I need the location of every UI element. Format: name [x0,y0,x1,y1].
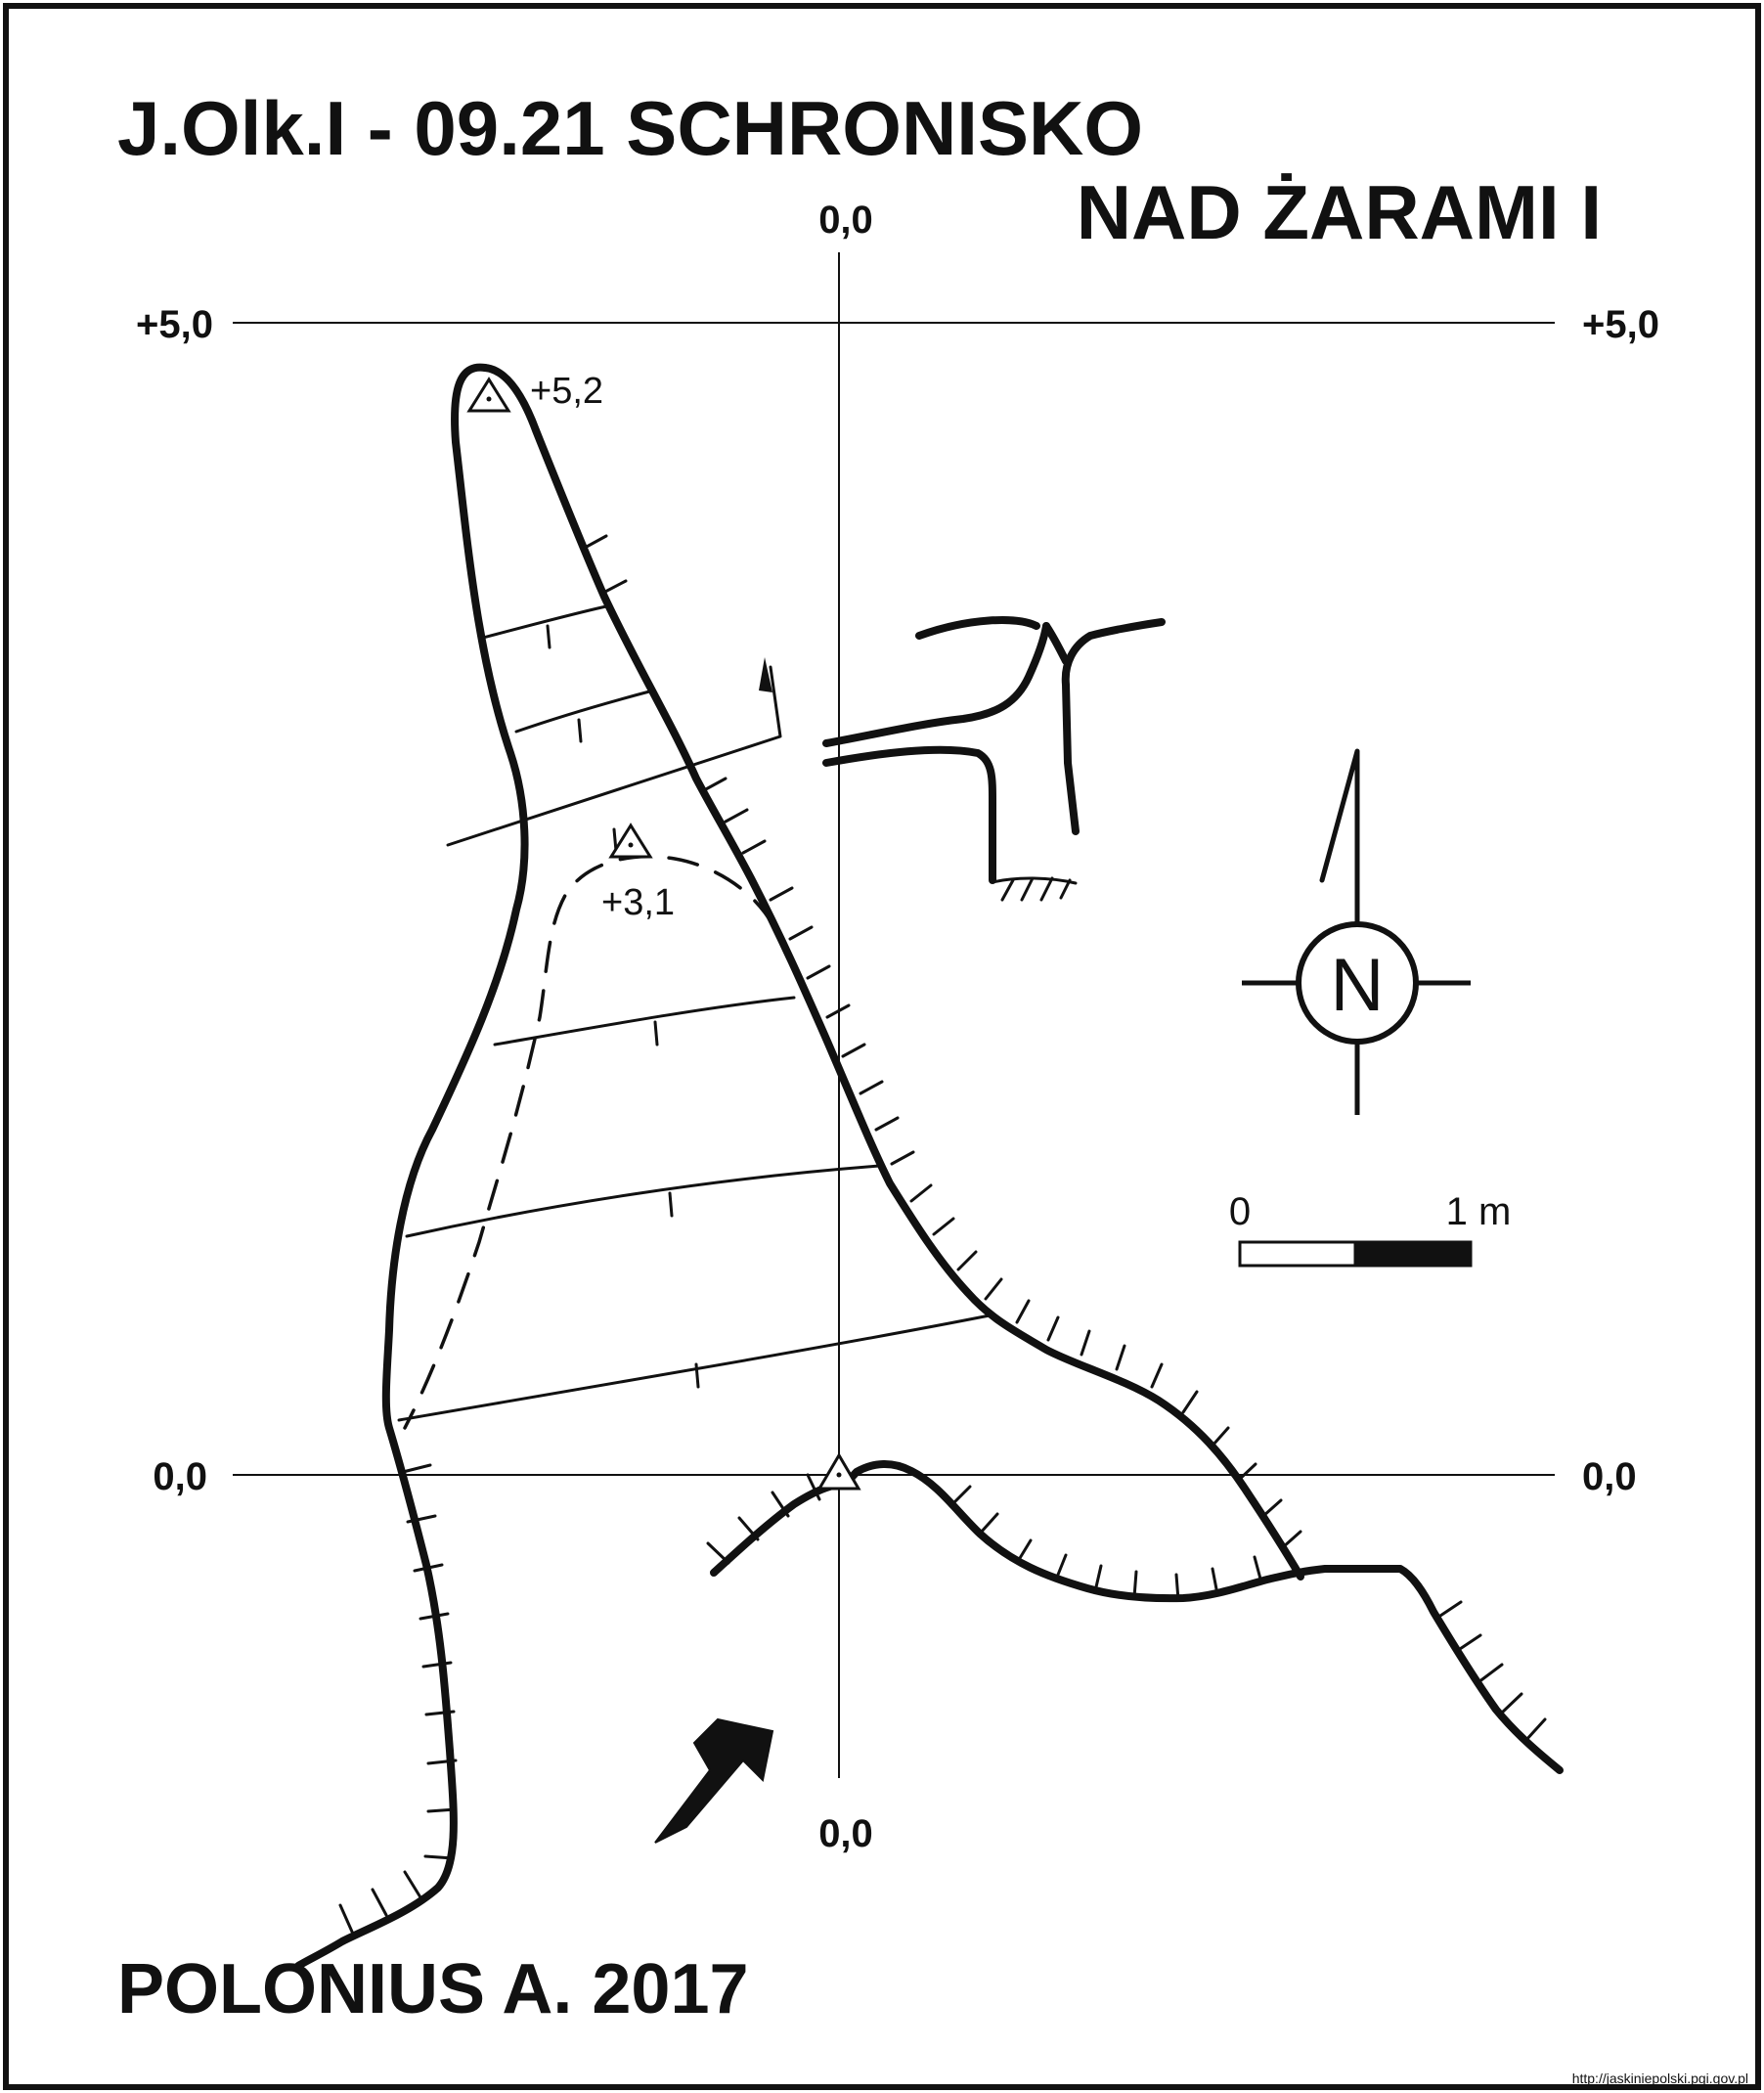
grid-label-left-upper: +5,0 [136,303,213,346]
cross-section-detail [822,616,1166,902]
section-line [446,665,782,847]
scale-label-end: 1 m [1446,1190,1512,1233]
grid-label-bottom-center: 0,0 [818,1812,873,1855]
dripline-dashed [403,855,774,1430]
grid-label-right-lower: 0,0 [1582,1455,1637,1498]
scale-label-start: 0 [1229,1190,1251,1233]
profile-line-2 [514,689,655,734]
entrance-arrow [654,1717,774,1844]
section-arrow-head [759,657,772,692]
scale-bar [1238,1240,1473,1268]
grid-label-top-center: 0,0 [818,199,873,242]
compass-north-label: N [1331,944,1385,1027]
source-url[interactable]: http://jaskiniepolski.pgi.gov.pl [1572,2071,1748,2086]
profile-line-4 [405,1164,882,1238]
profile-line-1 [481,604,608,640]
page-frame [3,3,1761,2090]
elevation-label-upper: +5,2 [530,371,603,412]
survey-station-upper [466,377,511,413]
north-compass [1242,748,1471,1115]
author-credit: POLONIUS A. 2017 [117,1950,749,2028]
profile-line-5 [397,1314,992,1422]
cave-wall-east [481,364,1304,1581]
title-line-2: NAD ŻARAMI I [1077,169,1602,255]
grid-label-left-lower: 0,0 [153,1455,207,1498]
cave-wall-south [710,1460,1564,1774]
cave-wall-west [294,363,529,1970]
profile-ticks [546,624,700,1389]
hachure-ticks [338,534,1547,1934]
survey-station-entrance [816,1452,861,1491]
survey-station-middle [608,823,653,859]
title-line-1: J.Olk.I - 09.21 SCHRONISKO [117,85,1143,171]
elevation-label-middle: +3,1 [601,882,675,923]
grid-label-right-upper: +5,0 [1582,303,1659,346]
